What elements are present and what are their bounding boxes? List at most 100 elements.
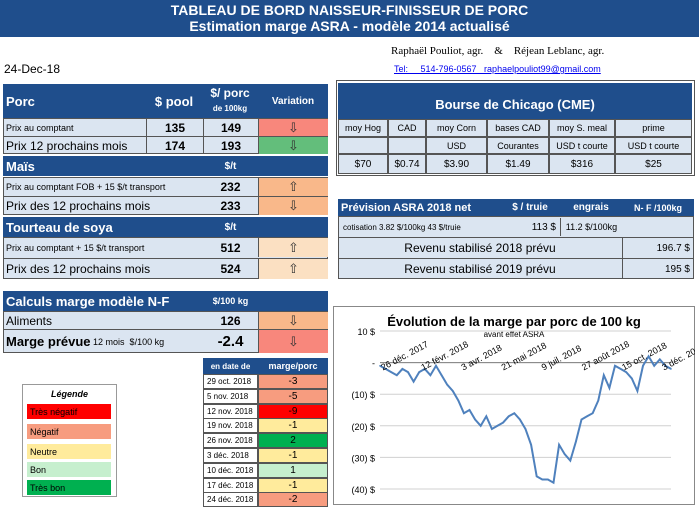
porc-header-bar	[3, 84, 328, 118]
margin-line-chart: 10 $-(10) $(20) $(30) $(40) $26 déc. 201…	[351, 327, 695, 495]
data-point	[530, 443, 532, 446]
soya-header-bar	[3, 217, 328, 237]
porc-row-variation: ⇩	[258, 119, 328, 136]
asra-engrais-value: 11.2 $/100kg	[560, 218, 622, 236]
data-point	[631, 377, 633, 380]
calculs-header: Calculs marge modèle N-F	[6, 293, 170, 309]
data-point	[384, 368, 387, 370]
asra-header-bar	[338, 199, 694, 216]
history-col-marge: marge/porc	[268, 361, 318, 371]
chicago-col-value: $1.49	[487, 154, 549, 174]
authors: Raphaël Pouliot, agr. & Réjean Leblanc, …	[391, 44, 605, 57]
divider	[338, 258, 694, 259]
data-point	[625, 371, 628, 373]
history-marge: 2	[258, 433, 328, 449]
porc-col-variation: Variation	[271, 95, 315, 107]
chicago-col-value: $3.90	[426, 154, 487, 174]
chicago-col-unit	[388, 137, 426, 154]
history-date: 17 déc. 2018	[203, 477, 258, 493]
chicago-col-unit: USD t courte	[615, 137, 692, 154]
data-point	[502, 421, 504, 424]
history-date: 12 nov. 2018	[203, 403, 258, 419]
mais-header: Maïs	[6, 158, 35, 174]
legend-item-very-good: Très bon	[27, 480, 111, 495]
history-marge: -1	[258, 477, 328, 493]
history-date: 24 déc. 2018	[203, 492, 258, 508]
data-point	[423, 368, 426, 370]
divider	[3, 196, 328, 197]
history-marge: -5	[258, 388, 328, 404]
calculs-unit: $/100 kg	[212, 296, 249, 306]
data-point	[670, 368, 672, 370]
legend-box	[22, 384, 117, 497]
report-date: 24-Dec-18	[4, 62, 61, 76]
contact-link[interactable]: Tel: 514-796-0567 raphaelpouliot99@gmail…	[394, 64, 601, 74]
arrow-up-icon: ⇧	[288, 261, 299, 276]
soya-unit: $/t	[224, 221, 237, 233]
chart-title: Évolution de la marge par porc de 100 kg	[387, 313, 641, 329]
asra-header: Prévision ASRA 2018 net	[341, 201, 472, 214]
mais-row-variation: ⇩	[258, 197, 328, 215]
mais-row-value: 232	[220, 180, 241, 194]
porc-col-pool: $ pool	[154, 93, 194, 109]
chicago-col-value: $0.74	[388, 154, 426, 174]
porc-row-per: 193	[203, 137, 258, 154]
data-point	[429, 374, 432, 377]
soya-header: Tourteau de soya	[6, 219, 113, 235]
data-point	[608, 387, 611, 389]
title-banner	[0, 0, 699, 37]
data-point	[401, 368, 404, 370]
chicago-col-unit: Courantes	[487, 137, 549, 154]
data-point	[519, 418, 521, 421]
mais-row-label: Prix des 12 prochains mois	[6, 199, 151, 213]
chicago-col-value: $316	[549, 154, 615, 174]
history-marge: -2	[258, 492, 328, 508]
data-point	[552, 481, 555, 484]
arrow-up-icon: ⇧	[288, 179, 299, 194]
chart-frame	[333, 306, 695, 505]
history-marge: -3	[258, 374, 328, 389]
asra-col-engrais: engrais	[573, 202, 609, 213]
chicago-col-unit: USD	[426, 137, 487, 154]
data-point	[479, 425, 482, 427]
chicago-header: Bourse de Chicago (CME)	[435, 96, 595, 112]
history-date: 5 nov. 2018	[203, 388, 258, 404]
data-point	[591, 412, 594, 414]
mais-row-label: Prix au comptant FOB + 15 $/t transport	[6, 182, 166, 192]
porc-header: Porc	[6, 93, 35, 109]
asra-col-nf: N- F /100kg	[633, 202, 682, 213]
arrow-down-icon: ⇩	[288, 137, 299, 153]
marge-variation: ⇩	[258, 330, 328, 353]
data-point	[636, 390, 639, 392]
arrow-down-icon: ⇩	[288, 198, 299, 213]
y-tick-label: (30) $	[351, 453, 375, 463]
rev2018-value: 196.7 $	[622, 238, 694, 258]
data-point	[558, 443, 560, 446]
mais-row-variation: ⇧	[258, 178, 328, 196]
data-point	[491, 428, 493, 430]
data-point	[468, 409, 471, 411]
data-point	[664, 364, 667, 367]
y-tick-label: (20) $	[351, 422, 375, 432]
chicago-col-value: $70	[338, 154, 388, 174]
chicago-col-unit: USD t courte	[549, 137, 615, 154]
history-date: 3 déc. 2018	[203, 448, 258, 463]
soya-row-value: 512	[220, 240, 241, 255]
mais-header-bar	[3, 156, 328, 176]
y-tick-label: (10) $	[351, 390, 375, 400]
data-point	[440, 374, 443, 377]
chicago-col-label: moy S. meal	[549, 119, 615, 137]
data-point	[619, 368, 622, 370]
soya-row-variation: ⇧	[258, 238, 328, 257]
history-date: 10 déc. 2018	[203, 462, 258, 478]
data-point	[603, 374, 605, 377]
data-point	[541, 478, 544, 481]
soya-row-label: Prix des 12 prochains mois	[6, 262, 151, 276]
divider	[3, 136, 328, 137]
arrow-down-icon: ⇩	[288, 119, 299, 135]
data-point	[653, 364, 656, 367]
asra-cotisation-label: cotisation 3.82 $/100kg 43 $/truie	[343, 222, 461, 232]
data-point	[395, 374, 398, 377]
data-point	[407, 371, 409, 373]
porc-row-pool: 174	[146, 137, 203, 154]
